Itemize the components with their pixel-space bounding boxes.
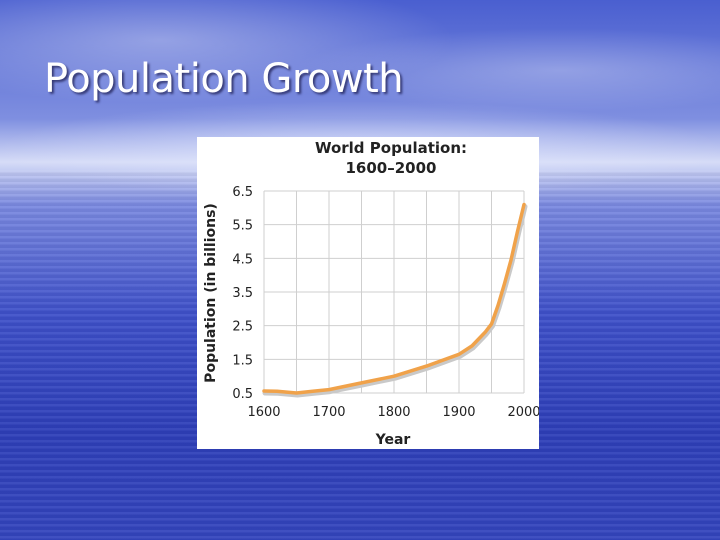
population-line	[262, 202, 526, 395]
x-tick-label: 1700	[312, 405, 345, 420]
grid-layer	[263, 190, 525, 394]
x-tick-label: 1600	[247, 405, 280, 420]
x-axis-label: Year	[375, 432, 411, 448]
chart-title-line-2: 1600–2000	[346, 159, 437, 177]
tick-layer: 0.5 1.5 2.5 3.5 4.5 5.5 6.5 1600 1700 1800 1900 200…	[232, 185, 539, 420]
chart-svg: World Population: 1600–2000 0.5 1.5 2.5 3.5…	[203, 139, 539, 448]
chart-title-line-1: World Population:	[315, 139, 467, 157]
x-tick-label: 1900	[442, 405, 475, 420]
y-tick-label: 6.5	[232, 185, 253, 200]
population-chart: World Population: 1600–2000 0.5 1.5 2.5 3.5…	[197, 137, 539, 449]
y-tick-label: 4.5	[232, 252, 253, 267]
y-tick-label: 2.5	[232, 320, 253, 335]
y-axis-label: Population (in billions)	[203, 203, 219, 383]
y-tick-label: 0.5	[232, 387, 253, 402]
population-line-shadow	[262, 204, 528, 398]
slide-title: Population Growth	[44, 56, 404, 102]
x-tick-label: 2000	[507, 405, 539, 420]
line-layer	[262, 202, 528, 398]
y-tick-label: 3.5	[232, 286, 253, 301]
x-tick-label: 1800	[377, 405, 410, 420]
y-tick-label: 5.5	[232, 219, 253, 234]
y-tick-label: 1.5	[232, 353, 253, 368]
